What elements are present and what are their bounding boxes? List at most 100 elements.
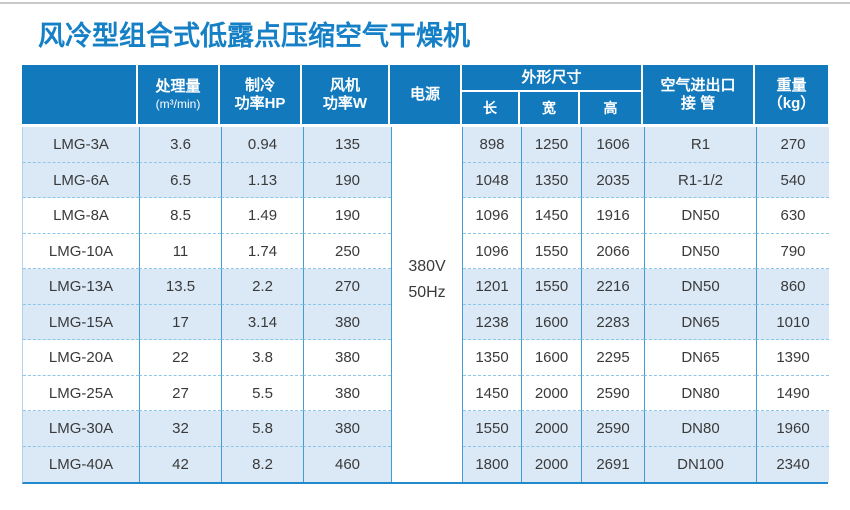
cell-weight-LMG-13A: 860 bbox=[756, 269, 829, 305]
cell-model-LMG-15A: LMG-15A bbox=[23, 304, 139, 341]
cell-height-LMG-13A: 2216 bbox=[581, 269, 644, 305]
cell-width-LMG-30A: 2000 bbox=[521, 411, 581, 447]
cell-pipe-LMG-25A: DN80 bbox=[644, 375, 756, 412]
cell-cooling_hp-LMG-20A: 3.8 bbox=[221, 340, 303, 376]
header-dim-length: 长 bbox=[462, 92, 520, 125]
cell-model-LMG-30A: LMG-30A bbox=[23, 411, 139, 447]
cell-height-LMG-10A: 2066 bbox=[581, 233, 644, 270]
cell-weight-LMG-25A: 1490 bbox=[756, 375, 829, 412]
cell-capacity-LMG-3A: 3.6 bbox=[139, 127, 221, 163]
cell-pipe-LMG-3A: R1 bbox=[644, 127, 756, 163]
cell-fan_w-LMG-10A: 250 bbox=[303, 233, 391, 270]
table-header: 处理量 (m³/min) 制冷 功率HP 风机 功率W 电源 外形尺寸 长 宽 … bbox=[22, 65, 828, 125]
cell-length-LMG-15A: 1238 bbox=[463, 304, 521, 341]
cell-pipe-LMG-8A: DN50 bbox=[644, 198, 756, 234]
cell-model-LMG-10A: LMG-10A bbox=[23, 233, 139, 270]
cell-weight-LMG-6A: 540 bbox=[756, 162, 829, 199]
cell-width-LMG-8A: 1450 bbox=[521, 198, 581, 234]
cell-capacity-LMG-20A: 22 bbox=[139, 340, 221, 376]
power-frequency: 50Hz bbox=[408, 283, 446, 301]
cell-capacity-LMG-15A: 17 bbox=[139, 304, 221, 341]
cell-length-LMG-3A: 898 bbox=[463, 127, 521, 163]
cell-width-LMG-3A: 1250 bbox=[521, 127, 581, 163]
header-capacity-unit: (m³/min) bbox=[155, 96, 201, 111]
cell-pipe-LMG-13A: DN50 bbox=[644, 269, 756, 305]
cell-model-LMG-20A: LMG-20A bbox=[23, 340, 139, 376]
cell-model-LMG-8A: LMG-8A bbox=[23, 198, 139, 234]
cell-capacity-LMG-13A: 13.5 bbox=[139, 269, 221, 305]
cell-width-LMG-10A: 1550 bbox=[521, 233, 581, 270]
cell-width-LMG-25A: 2000 bbox=[521, 375, 581, 412]
cell-capacity-LMG-25A: 27 bbox=[139, 375, 221, 412]
power-voltage: 380V bbox=[408, 257, 446, 275]
header-dim-width: 宽 bbox=[520, 92, 580, 125]
header-capacity-label: 处理量 bbox=[155, 78, 201, 96]
spec-table: 处理量 (m³/min) 制冷 功率HP 风机 功率W 电源 外形尺寸 长 宽 … bbox=[22, 65, 829, 485]
cell-width-LMG-13A: 1550 bbox=[521, 269, 581, 305]
cell-cooling_hp-LMG-15A: 3.14 bbox=[221, 304, 303, 341]
cell-fan_w-LMG-25A: 380 bbox=[303, 375, 391, 412]
page-title: 风冷型组合式低露点压缩空气干燥机 bbox=[38, 21, 470, 51]
header-fan-power: 风机 功率W bbox=[302, 65, 390, 125]
cell-height-LMG-20A: 2295 bbox=[581, 340, 644, 376]
cell-cooling_hp-LMG-10A: 1.74 bbox=[221, 233, 303, 270]
cell-cooling_hp-LMG-3A: 0.94 bbox=[221, 127, 303, 163]
cell-pipe-LMG-20A: DN65 bbox=[644, 340, 756, 376]
cell-capacity-LMG-8A: 8.5 bbox=[139, 198, 221, 234]
cell-cooling_hp-LMG-30A: 5.8 bbox=[221, 411, 303, 447]
cell-pipe-LMG-30A: DN80 bbox=[644, 411, 756, 447]
cell-width-LMG-40A: 2000 bbox=[521, 446, 581, 483]
cell-length-LMG-6A: 1048 bbox=[463, 162, 521, 199]
cell-length-LMG-10A: 1096 bbox=[463, 233, 521, 270]
cell-height-LMG-6A: 2035 bbox=[581, 162, 644, 199]
cell-model-LMG-40A: LMG-40A bbox=[23, 446, 139, 483]
cell-height-LMG-30A: 2590 bbox=[581, 411, 644, 447]
cell-height-LMG-8A: 1916 bbox=[581, 198, 644, 234]
cell-pipe-LMG-10A: DN50 bbox=[644, 233, 756, 270]
cell-pipe-LMG-15A: DN65 bbox=[644, 304, 756, 341]
cell-fan_w-LMG-13A: 270 bbox=[303, 269, 391, 305]
cell-weight-LMG-40A: 2340 bbox=[756, 446, 829, 483]
header-cooling-power: 制冷 功率HP bbox=[220, 65, 302, 125]
table-body: 380V 50Hz LMG-3A 3.6 0.94 135 898 1250 1606 R1 2… bbox=[22, 127, 829, 485]
cell-power-supply-merged: 380V 50Hz bbox=[391, 127, 463, 483]
cell-cooling_hp-LMG-13A: 2.2 bbox=[221, 269, 303, 305]
cell-height-LMG-15A: 2283 bbox=[581, 304, 644, 341]
cell-fan_w-LMG-30A: 380 bbox=[303, 411, 391, 447]
cell-weight-LMG-30A: 1960 bbox=[756, 411, 829, 447]
cell-model-LMG-3A: LMG-3A bbox=[23, 127, 139, 163]
cell-cooling_hp-LMG-6A: 1.13 bbox=[221, 162, 303, 199]
cell-height-LMG-25A: 2590 bbox=[581, 375, 644, 412]
header-dim-height: 高 bbox=[580, 92, 643, 125]
cell-pipe-LMG-6A: R1-1/2 bbox=[644, 162, 756, 199]
cell-capacity-LMG-10A: 11 bbox=[139, 233, 221, 270]
cell-pipe-LMG-40A: DN100 bbox=[644, 446, 756, 483]
cell-capacity-LMG-40A: 42 bbox=[139, 446, 221, 483]
cell-width-LMG-20A: 1600 bbox=[521, 340, 581, 376]
header-weight: 重量 （kg） bbox=[755, 65, 828, 125]
cell-length-LMG-8A: 1096 bbox=[463, 198, 521, 234]
cell-height-LMG-3A: 1606 bbox=[581, 127, 644, 163]
header-dimensions-group: 外形尺寸 bbox=[462, 65, 643, 93]
top-edge-divider bbox=[0, 2, 850, 4]
cell-length-LMG-13A: 1201 bbox=[463, 269, 521, 305]
header-power-supply: 电源 bbox=[390, 65, 462, 125]
cell-fan_w-LMG-15A: 380 bbox=[303, 304, 391, 341]
cell-model-LMG-13A: LMG-13A bbox=[23, 269, 139, 305]
cell-weight-LMG-10A: 790 bbox=[756, 233, 829, 270]
cell-cooling_hp-LMG-8A: 1.49 bbox=[221, 198, 303, 234]
cell-cooling_hp-LMG-25A: 5.5 bbox=[221, 375, 303, 412]
cell-height-LMG-40A: 2691 bbox=[581, 446, 644, 483]
cell-weight-LMG-8A: 630 bbox=[756, 198, 829, 234]
cell-fan_w-LMG-6A: 190 bbox=[303, 162, 391, 199]
cell-width-LMG-6A: 1350 bbox=[521, 162, 581, 199]
cell-length-LMG-20A: 1350 bbox=[463, 340, 521, 376]
cell-weight-LMG-15A: 1010 bbox=[756, 304, 829, 341]
cell-fan_w-LMG-3A: 135 bbox=[303, 127, 391, 163]
header-model bbox=[22, 65, 138, 125]
cell-model-LMG-6A: LMG-6A bbox=[23, 162, 139, 199]
cell-cooling_hp-LMG-40A: 8.2 bbox=[221, 446, 303, 483]
cell-length-LMG-40A: 1800 bbox=[463, 446, 521, 483]
cell-length-LMG-30A: 1550 bbox=[463, 411, 521, 447]
